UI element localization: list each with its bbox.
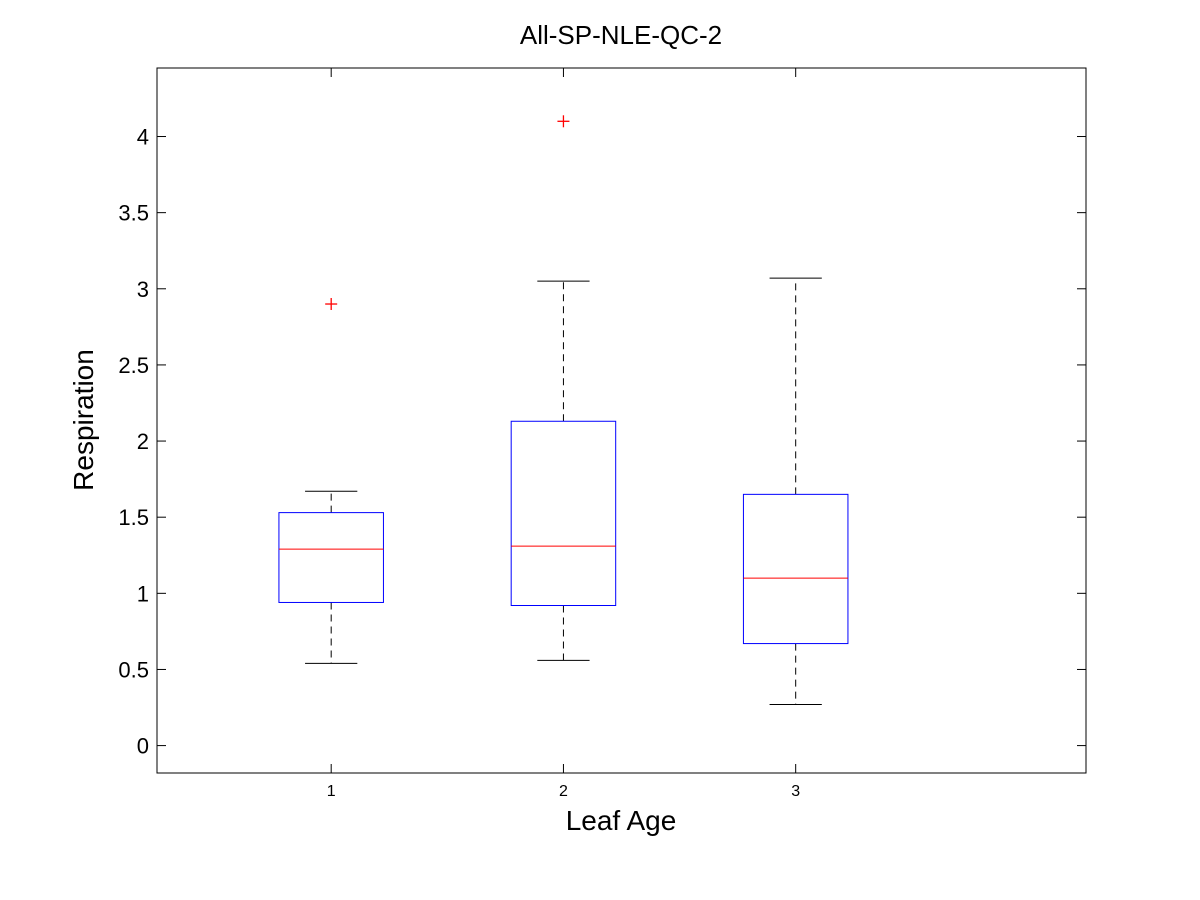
- box-2: [510, 115, 617, 661]
- y-axis-ticks: 0 0.5 1 1.5 2 2.5 3 3.5 4: [118, 125, 1086, 759]
- outlier-marker: [325, 298, 338, 311]
- box-1: [278, 298, 384, 664]
- box-3: [742, 277, 849, 705]
- y-tick-label: 0: [137, 734, 149, 759]
- y-tick-label: 1.5: [118, 505, 149, 530]
- x-axis-label: Leaf Age: [566, 805, 677, 836]
- y-axis-label: Respiration: [68, 349, 99, 491]
- y-tick-label: 0.5: [118, 657, 149, 682]
- y-tick-label: 2.5: [118, 353, 149, 378]
- y-tick-label: 4: [137, 125, 149, 150]
- x-axis-ticks: 1 2 3: [327, 68, 800, 800]
- x-tick-label: 2: [559, 783, 568, 800]
- y-tick-label: 3: [137, 277, 149, 302]
- box-series: [278, 115, 849, 705]
- outlier-marker: [557, 115, 570, 128]
- iqr-box: [510, 420, 617, 607]
- y-tick-label: 3.5: [118, 201, 149, 226]
- x-tick-label: 1: [327, 783, 336, 800]
- iqr-box: [278, 512, 384, 603]
- y-tick-label: 2: [137, 429, 149, 454]
- iqr-box: [742, 493, 849, 645]
- x-tick-label: 3: [791, 783, 800, 800]
- plot-area: [156, 67, 1087, 774]
- y-tick-label: 1: [137, 581, 149, 606]
- chart-title: All-SP-NLE-QC-2: [520, 20, 722, 50]
